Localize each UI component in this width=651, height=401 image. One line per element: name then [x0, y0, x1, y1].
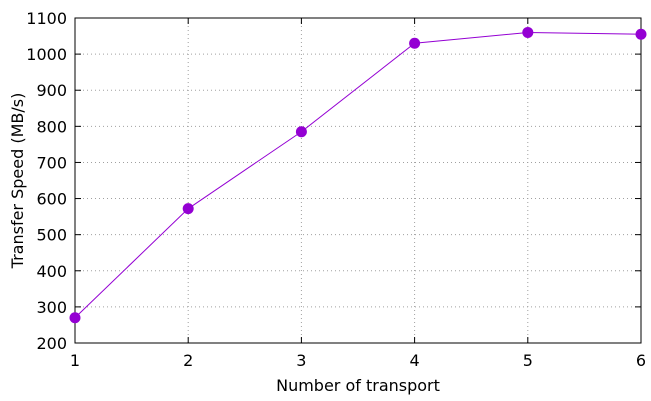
x-tick-label: 2	[183, 351, 193, 370]
y-axis-title: Transfer Speed (MB/s)	[8, 93, 27, 270]
y-tick-label: 200	[36, 334, 67, 353]
data-point	[409, 37, 421, 49]
y-tick-label: 1100	[26, 9, 67, 28]
x-tick-label: 3	[296, 351, 306, 370]
x-tick-label: 1	[70, 351, 80, 370]
series-line	[74, 31, 642, 319]
data-point	[635, 28, 647, 40]
y-tick-label: 900	[36, 81, 67, 100]
tick-layer: 200 300 400 500 600 700 800 900 1000 1100 1 2 3 4 5 6	[26, 9, 646, 370]
plot-frame	[74, 17, 642, 344]
data-point	[295, 126, 307, 138]
data-point	[69, 312, 81, 324]
y-tick-label: 1000	[26, 45, 67, 64]
series-layer	[69, 26, 647, 324]
y-tick-label: 800	[36, 117, 67, 136]
data-point	[182, 203, 194, 215]
x-tick-label: 6	[636, 351, 646, 370]
y-tick-label: 600	[36, 190, 67, 209]
data-point	[522, 26, 534, 38]
y-tick-label: 700	[36, 153, 67, 172]
y-tick-label: 500	[36, 226, 67, 245]
y-tick-label: 300	[36, 298, 67, 317]
grid-layer	[75, 18, 641, 343]
y-tick-label: 400	[36, 262, 67, 281]
x-tick-label: 5	[523, 351, 533, 370]
x-axis-title: Number of transport	[276, 376, 440, 395]
x-tick-label: 4	[410, 351, 420, 370]
